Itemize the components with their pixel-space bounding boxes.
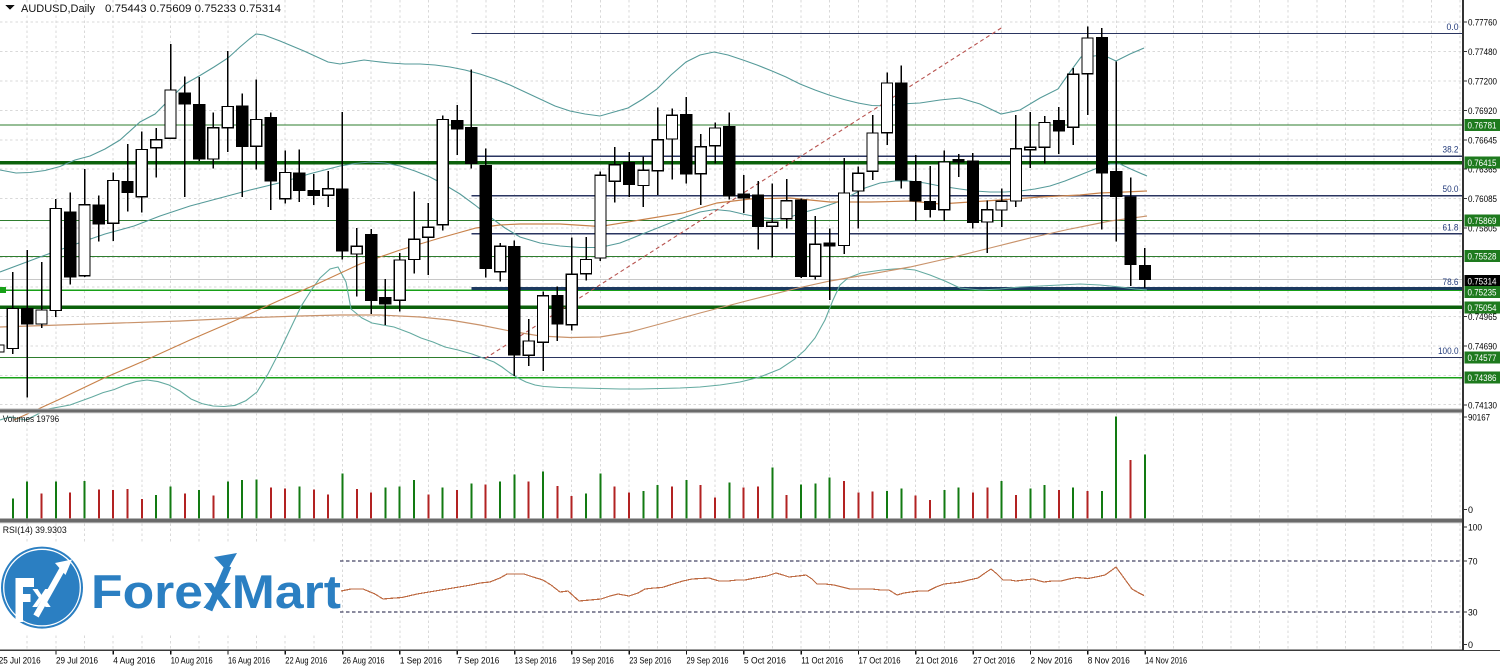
svg-text:0.76645: 0.76645 xyxy=(1468,135,1497,146)
svg-text:0.74690: 0.74690 xyxy=(1468,341,1497,352)
svg-text:27 Oct 2016: 27 Oct 2016 xyxy=(973,656,1015,667)
svg-text:0.75443 0.75609 0.75233 0.7531: 0.75443 0.75609 0.75233 0.75314 xyxy=(105,3,281,15)
svg-text:100: 100 xyxy=(1468,523,1482,534)
svg-text:70: 70 xyxy=(1468,557,1478,568)
svg-text:100.0: 100.0 xyxy=(1438,346,1459,357)
svg-text:30: 30 xyxy=(1468,608,1478,619)
svg-text:25 Jul 2016: 25 Jul 2016 xyxy=(0,656,41,667)
svg-text:RSI(14) 39.9303: RSI(14) 39.9303 xyxy=(3,525,67,536)
svg-text:0.77760: 0.77760 xyxy=(1468,18,1497,29)
svg-text:0.76365: 0.76365 xyxy=(1468,165,1497,176)
svg-text:0.74130: 0.74130 xyxy=(1468,400,1497,411)
svg-text:0.76085: 0.76085 xyxy=(1468,194,1497,205)
svg-text:8 Nov 2016: 8 Nov 2016 xyxy=(1088,656,1130,667)
svg-text:0.74386: 0.74386 xyxy=(1468,373,1497,384)
svg-text:17 Oct 2016: 17 Oct 2016 xyxy=(859,656,901,667)
svg-text:0.74965: 0.74965 xyxy=(1468,312,1497,323)
svg-text:50.0: 50.0 xyxy=(1443,184,1459,195)
svg-text:61.8: 61.8 xyxy=(1443,223,1459,234)
svg-text:0.77480: 0.77480 xyxy=(1468,47,1497,58)
svg-text:x: x xyxy=(32,577,51,615)
svg-text:AUDUSD,Daily: AUDUSD,Daily xyxy=(21,3,95,15)
svg-text:0.75235: 0.75235 xyxy=(1468,288,1497,299)
svg-text:11 Oct 2016: 11 Oct 2016 xyxy=(801,656,843,667)
svg-text:1 Sep 2016: 1 Sep 2016 xyxy=(400,656,442,667)
svg-text:0.77200: 0.77200 xyxy=(1468,76,1497,87)
svg-text:29 Sep 2016: 29 Sep 2016 xyxy=(687,656,729,667)
svg-text:14 Nov 2016: 14 Nov 2016 xyxy=(1145,656,1187,667)
svg-text:0: 0 xyxy=(1468,640,1473,651)
svg-text:26 Aug 2016: 26 Aug 2016 xyxy=(343,656,385,667)
svg-text:90167: 90167 xyxy=(1468,413,1490,424)
svg-text:Volumes 19796: Volumes 19796 xyxy=(3,414,60,425)
svg-text:2 Nov 2016: 2 Nov 2016 xyxy=(1031,656,1073,667)
svg-text:38.2: 38.2 xyxy=(1443,145,1459,156)
svg-text:13 Sep 2016: 13 Sep 2016 xyxy=(515,656,557,667)
svg-text:10 Aug 2016: 10 Aug 2016 xyxy=(171,656,213,667)
svg-text:0.75869: 0.75869 xyxy=(1468,216,1497,227)
svg-text:7 Sep 2016: 7 Sep 2016 xyxy=(457,656,499,667)
svg-text:22 Aug 2016: 22 Aug 2016 xyxy=(285,656,327,667)
svg-text:0.76781: 0.76781 xyxy=(1468,121,1497,132)
svg-text:4 Aug 2016: 4 Aug 2016 xyxy=(113,656,155,667)
svg-text:16 Aug 2016: 16 Aug 2016 xyxy=(228,656,270,667)
svg-text:0.75054: 0.75054 xyxy=(1468,303,1497,314)
svg-text:0.76920: 0.76920 xyxy=(1468,106,1497,117)
svg-text:21 Oct 2016: 21 Oct 2016 xyxy=(916,656,958,667)
svg-text:0.76415: 0.76415 xyxy=(1468,158,1497,169)
svg-text:78.6: 78.6 xyxy=(1443,277,1459,288)
svg-text:0.74577: 0.74577 xyxy=(1468,353,1497,364)
svg-text:0.75805: 0.75805 xyxy=(1468,224,1497,235)
svg-text:0.0: 0.0 xyxy=(1447,22,1459,33)
svg-text:19 Sep 2016: 19 Sep 2016 xyxy=(572,656,614,667)
svg-text:0.75314: 0.75314 xyxy=(1468,277,1497,288)
svg-text:5 Oct 2016: 5 Oct 2016 xyxy=(744,656,786,667)
svg-text:0: 0 xyxy=(1468,505,1473,516)
svg-text:29 Jul 2016: 29 Jul 2016 xyxy=(56,656,98,667)
svg-text:0.75528: 0.75528 xyxy=(1468,252,1497,263)
svg-text:23 Sep 2016: 23 Sep 2016 xyxy=(629,656,671,667)
